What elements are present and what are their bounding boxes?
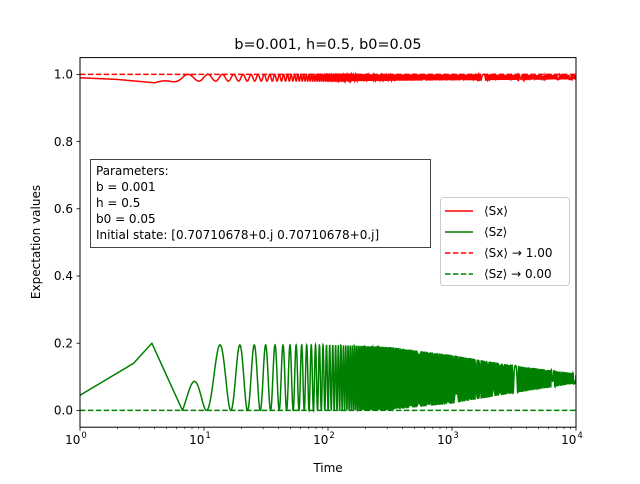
y-tick-label: 1.0 [54, 68, 73, 82]
y-axis-label: Expectation values [29, 185, 43, 299]
parameters-box: Parameters: b = 0.001 h = 0.5 b0 = 0.05 … [90, 159, 431, 248]
series-layer [80, 71, 576, 413]
legend-label: ⟨Sx⟩ → 1.00 [484, 246, 552, 260]
y-tick-label: 0.8 [54, 135, 73, 149]
legend: ⟨Sx⟩ ⟨Sz⟩ ⟨Sx⟩ → 1.00 ⟨Sz⟩ → 0.00 [440, 197, 570, 286]
x-tick-exponent: 1 [205, 431, 210, 441]
chart-title: b=0.001, h=0.5, b0=0.05 [234, 37, 421, 53]
y-tick-label: 0.4 [54, 269, 73, 283]
x-tick-exponent: 4 [577, 431, 582, 441]
parameters-line: Initial state: [0.70710678+0.j 0.7071067… [96, 228, 379, 242]
parameters-line: b0 = 0.05 [96, 212, 156, 226]
x-tick-exponent: 0 [81, 431, 86, 441]
y-tick-label: 0.2 [54, 336, 73, 350]
y-tick-label: 0.6 [54, 202, 73, 216]
x-tick-exponent: 2 [329, 431, 334, 441]
parameters-line: b = 0.001 [96, 180, 156, 194]
x-axis-label: Time [312, 461, 342, 475]
parameters-line: h = 0.5 [96, 196, 140, 210]
series-line [80, 341, 576, 413]
parameters-line: Parameters: [96, 164, 169, 178]
legend-label: ⟨Sz⟩ → 0.00 [484, 267, 552, 281]
y-axis: 0.0 0.2 0.4 0.6 0.8 1.0 [54, 68, 80, 418]
parameters-box-frame [90, 159, 431, 248]
legend-label: ⟨Sx⟩ [484, 204, 508, 218]
legend-label: ⟨Sz⟩ [484, 225, 507, 239]
y-tick-label: 0.0 [54, 404, 73, 418]
legend-frame [440, 197, 570, 286]
x-tick-exponent: 3 [453, 431, 458, 441]
